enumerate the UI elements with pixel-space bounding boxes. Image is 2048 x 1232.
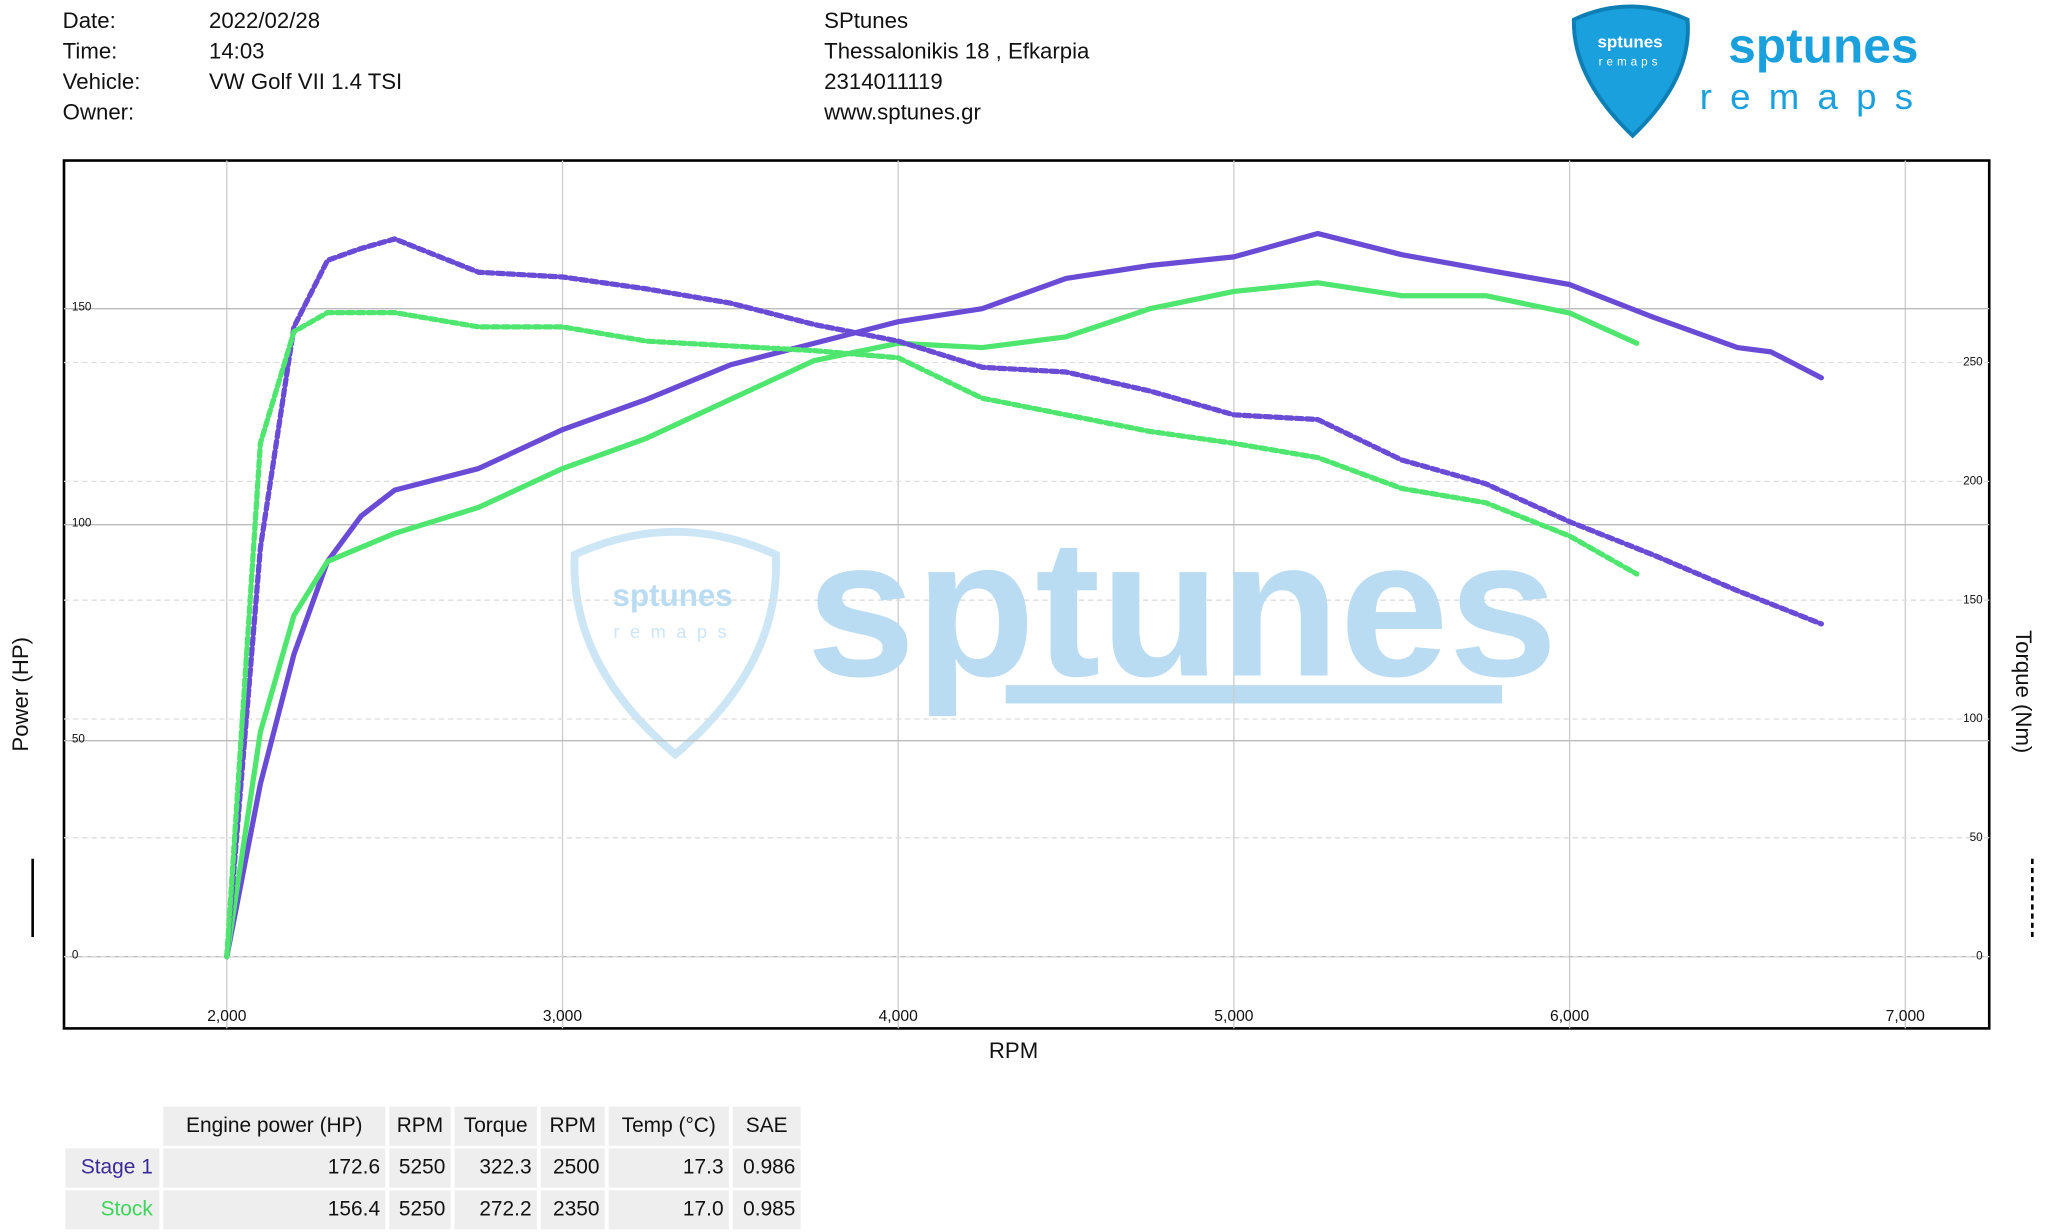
column-header: RPM bbox=[397, 1114, 443, 1137]
header-cell bbox=[608, 1106, 729, 1146]
series-line bbox=[224, 230, 1824, 960]
table-value: 156.4 bbox=[328, 1197, 380, 1220]
header-cell bbox=[540, 1106, 605, 1146]
x-tick-label: 2,000 bbox=[207, 1008, 246, 1025]
table-cell bbox=[732, 1190, 801, 1230]
table-value: 0.985 bbox=[743, 1197, 795, 1220]
table-cell bbox=[389, 1148, 451, 1188]
table-value: 172.6 bbox=[328, 1156, 380, 1179]
field-value: 2022/02/28 bbox=[209, 8, 320, 33]
y-tick-label: 0 bbox=[72, 949, 79, 962]
x-tick-label: 7,000 bbox=[1886, 1008, 1925, 1025]
watermark-shield bbox=[570, 528, 780, 760]
y-axis-label: Power (HP) bbox=[8, 637, 33, 752]
y2-tick-label: 250 bbox=[1963, 356, 1983, 369]
table-cell bbox=[454, 1190, 537, 1230]
table-value: 272.2 bbox=[479, 1197, 531, 1220]
series-line bbox=[224, 310, 1640, 960]
table-value: 5250 bbox=[399, 1156, 445, 1179]
y2-tick-label: 0 bbox=[1976, 950, 1983, 963]
header-cell bbox=[389, 1106, 451, 1146]
header-cell bbox=[732, 1106, 801, 1146]
y2-tick-label: 50 bbox=[1970, 831, 1984, 844]
column-header: RPM bbox=[550, 1114, 596, 1137]
shop-info: Thessalonikis 18 , Efkarpia bbox=[824, 38, 1090, 63]
field-label: Owner: bbox=[63, 99, 135, 124]
table-cell bbox=[454, 1148, 537, 1188]
x-tick-label: 3,000 bbox=[543, 1008, 582, 1025]
table-cell bbox=[608, 1190, 729, 1230]
watermark-badge-tagline: remaps bbox=[613, 621, 737, 642]
logo-badge-name: sptunes bbox=[1597, 33, 1662, 52]
x-tick-label: 6,000 bbox=[1550, 1008, 1589, 1025]
logo-name: sptunes bbox=[1728, 18, 1918, 74]
logo-tagline: remaps bbox=[1700, 76, 1932, 117]
shop-info: www.sptunes.gr bbox=[823, 99, 981, 124]
table-cell bbox=[540, 1190, 605, 1230]
table-cell bbox=[608, 1148, 729, 1188]
table-value: 17.3 bbox=[683, 1156, 724, 1179]
field-label: Time: bbox=[63, 38, 118, 63]
column-header: Torque bbox=[464, 1114, 528, 1137]
table-value: 2350 bbox=[553, 1197, 599, 1220]
watermark-underline bbox=[1005, 685, 1503, 704]
x-tick-label: 5,000 bbox=[1214, 1008, 1253, 1025]
series-line bbox=[224, 236, 1824, 960]
table-value: 17.0 bbox=[683, 1197, 724, 1220]
table-cell bbox=[540, 1148, 605, 1188]
table-cell bbox=[163, 1148, 386, 1188]
y-tick-label: 50 bbox=[72, 733, 86, 746]
row-label-cell bbox=[65, 1148, 160, 1188]
column-header: Engine power (HP) bbox=[186, 1114, 362, 1137]
shop-info: 2314011119 bbox=[824, 69, 943, 94]
field-label: Vehicle: bbox=[63, 69, 141, 94]
plot-area bbox=[63, 160, 1990, 1029]
shop-info: SPtunes bbox=[824, 8, 908, 33]
header-cell bbox=[454, 1106, 537, 1146]
table-value: 5250 bbox=[399, 1197, 445, 1220]
table-value: 0.986 bbox=[743, 1156, 795, 1179]
row-label: Stage 1 bbox=[81, 1156, 153, 1179]
x-axis-label: RPM bbox=[989, 1038, 1038, 1063]
y2-tick-label: 150 bbox=[1963, 593, 1983, 606]
y2-axis-label: Torque (Nm) bbox=[2011, 630, 2036, 753]
table-value: 2500 bbox=[553, 1156, 599, 1179]
y-tick-label: 100 bbox=[72, 517, 92, 530]
field-label: Date: bbox=[63, 8, 116, 33]
column-header: SAE bbox=[746, 1114, 788, 1137]
watermark-badge-name: sptunes bbox=[613, 578, 733, 613]
logo-badge bbox=[1571, 4, 1690, 139]
row-label: Stock bbox=[101, 1197, 154, 1220]
x-tick-label: 4,000 bbox=[879, 1008, 918, 1025]
plot-frame bbox=[62, 159, 1991, 1030]
watermark-name: sptunes bbox=[806, 499, 1557, 718]
y2-tick-label: 200 bbox=[1963, 474, 1983, 487]
table-cell bbox=[732, 1148, 801, 1188]
logo-badge-tagline: remaps bbox=[1599, 56, 1662, 69]
table-cell bbox=[163, 1190, 386, 1230]
y-tick-label: 150 bbox=[72, 301, 92, 314]
table-cell bbox=[389, 1190, 451, 1230]
header-cell bbox=[163, 1106, 386, 1146]
table-value: 322.3 bbox=[479, 1156, 531, 1179]
y2-tick-label: 100 bbox=[1963, 712, 1983, 725]
field-value: 14:03 bbox=[209, 38, 265, 63]
column-header: Temp (°C) bbox=[622, 1114, 716, 1137]
field-value: VW Golf VII 1.4 TSI bbox=[209, 69, 402, 94]
row-label-cell bbox=[65, 1190, 160, 1230]
